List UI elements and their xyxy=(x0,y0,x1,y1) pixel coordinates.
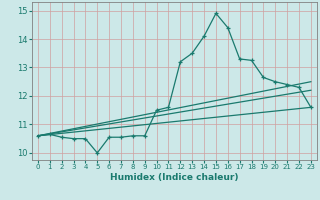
X-axis label: Humidex (Indice chaleur): Humidex (Indice chaleur) xyxy=(110,173,239,182)
